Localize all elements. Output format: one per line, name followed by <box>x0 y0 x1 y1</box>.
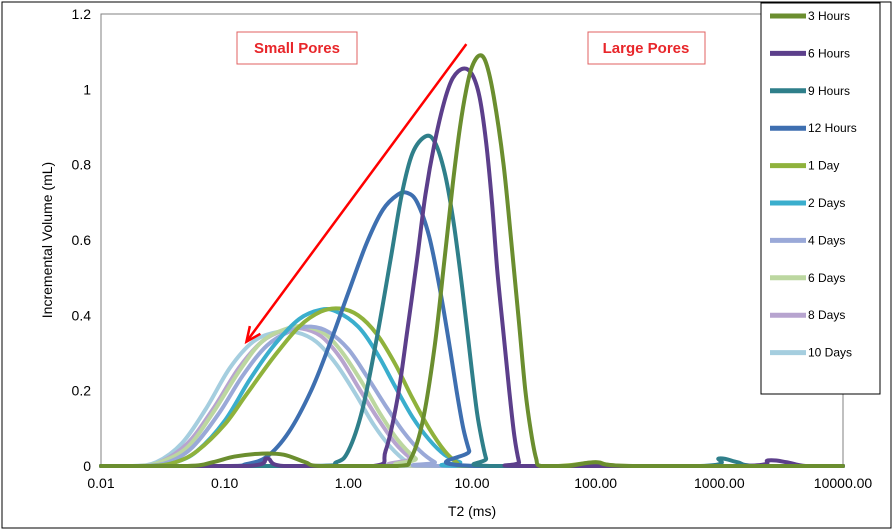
legend-label-3-hours: 3 Hours <box>808 9 850 23</box>
annotation-small-pores: Small Pores <box>236 31 358 65</box>
legend-box <box>760 2 881 395</box>
x-axis-label: T2 (ms) <box>448 503 496 519</box>
arrow <box>244 43 468 345</box>
legend: 3 Hours 6 Hours 9 Hours 12 Hours 1 Day 2 Days… <box>760 2 881 395</box>
legend-label-12-hours: 12 Hours <box>808 121 857 135</box>
x-tick-label: 0.10 <box>211 475 238 491</box>
x-tick-label: 100.00 <box>574 475 617 491</box>
arrow-shaft <box>245 43 468 343</box>
legend-label-2-days: 2 Days <box>808 196 845 210</box>
series-line-6-days <box>99 324 845 469</box>
x-tick-label: 10.00 <box>454 475 489 491</box>
y-tick-label: 1 <box>83 81 91 97</box>
arrow-head <box>244 325 261 345</box>
legend-label-6-days: 6 Days <box>808 271 845 285</box>
series-line-8-days <box>99 326 845 469</box>
series-layer <box>99 53 845 469</box>
y-tick-label: 1.2 <box>72 6 92 22</box>
annotation-small-pores-text: Small Pores <box>254 40 340 57</box>
y-tick-label: 0.4 <box>72 307 92 323</box>
annotation-large-pores-box <box>587 31 706 65</box>
x-tick-label: 1.00 <box>335 475 362 491</box>
y-tick-label: 0.2 <box>72 383 92 399</box>
x-tick-label: 10000.00 <box>814 475 873 491</box>
legend-label-9-hours: 9 Hours <box>808 84 850 98</box>
annotation-large-pores: Large Pores <box>587 31 706 65</box>
annotation-small-pores-box <box>236 31 358 65</box>
y-tick-label: 0.8 <box>72 157 92 173</box>
y-axis-label: Incremental Volume (mL) <box>39 162 55 318</box>
legend-label-4-days: 4 Days <box>808 233 845 247</box>
legend-label-1-day: 1 Day <box>808 159 839 173</box>
y-tick-label: 0.6 <box>72 232 92 248</box>
annotation-large-pores-text: Large Pores <box>603 40 690 57</box>
tick-labels: 0.01 0.10 1.00 10.00 100.00 1000.00 10000.00 0 0… <box>72 6 873 491</box>
y-tick-label: 0 <box>83 458 91 474</box>
series-line-3-hours <box>99 53 845 469</box>
x-tick-label: 0.01 <box>87 475 114 491</box>
legend-label-10-days: 10 Days <box>808 346 852 360</box>
legend-label-6-hours: 6 Hours <box>808 46 850 60</box>
legend-label-8-days: 8 Days <box>808 308 845 322</box>
x-tick-label: 1000.00 <box>694 475 745 491</box>
